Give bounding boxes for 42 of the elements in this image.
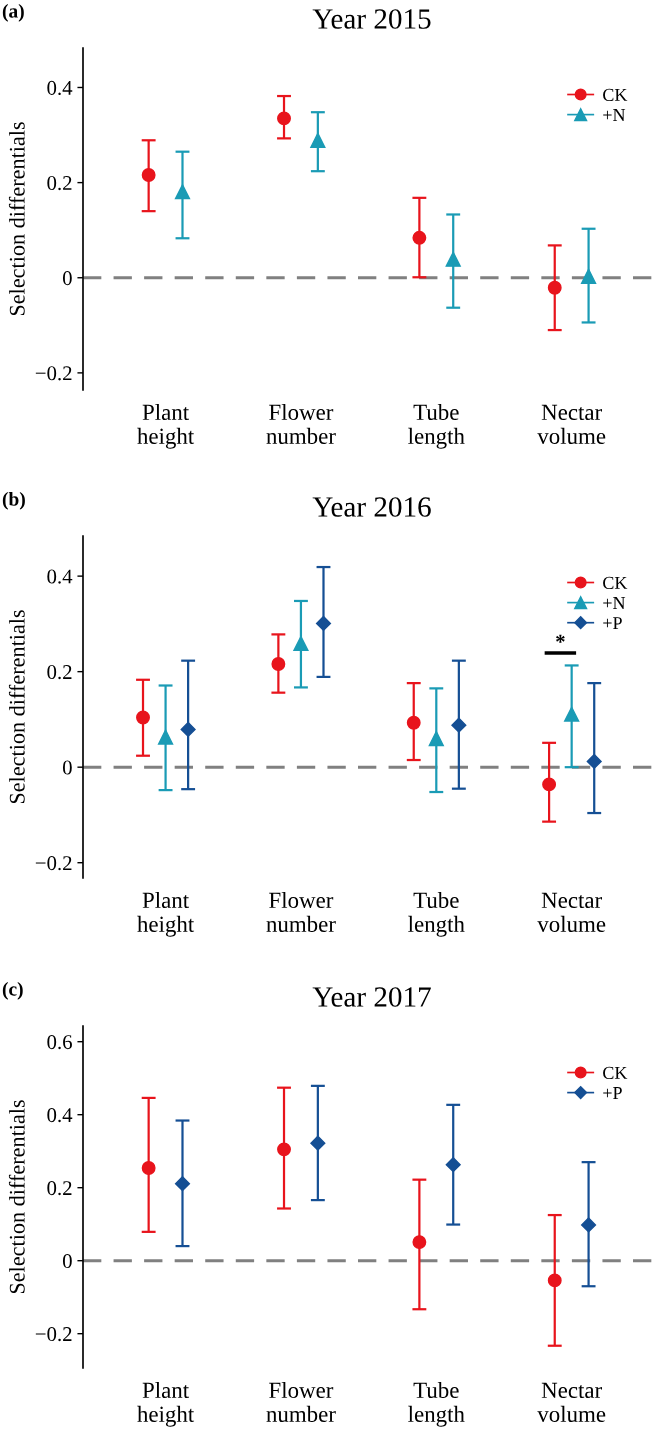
legend-label: CK	[603, 1066, 628, 1080]
chart-title: Year 2016	[312, 497, 431, 517]
legend-label: +P	[603, 1087, 622, 1099]
x-tick-label: Plant height	[137, 1381, 195, 1427]
x-tick-label: Tube length	[408, 891, 465, 937]
y-tick-label: 0.2	[47, 665, 72, 680]
x-tick-label: Flower number	[266, 403, 336, 444]
legend-label: CK	[603, 88, 628, 102]
chart-title: Year 2017	[312, 987, 431, 1007]
y-axis-title: Selection differentials	[8, 122, 25, 316]
y-tick-label: −0.2	[35, 856, 72, 871]
x-tick-label: Tube length	[408, 1381, 465, 1427]
x-tick-label: Nectar volume	[537, 1382, 606, 1422]
x-tick-label: Flower number	[266, 891, 336, 932]
y-tick-label: 0.6	[47, 1035, 72, 1050]
y-tick-label: 0.4	[47, 569, 73, 584]
y-tick-label: 0	[62, 1254, 72, 1269]
x-tick-label: Flower number	[266, 1381, 336, 1422]
legend-label: +N	[603, 109, 626, 121]
y-tick-label: 0	[62, 760, 72, 775]
y-tick-label: 0.4	[47, 80, 73, 95]
y-tick-label: 0.2	[47, 1181, 72, 1196]
chart-title: Year 2015	[312, 9, 431, 29]
x-tick-label: Nectar volume	[537, 404, 606, 444]
x-tick-label: Nectar volume	[537, 892, 606, 932]
legend-label: +P	[603, 617, 622, 630]
y-axis-title: Selection differentials	[8, 610, 25, 804]
y-tick-label: 0.2	[47, 175, 72, 191]
y-axis-title: Selection differentials	[8, 1100, 25, 1294]
text: (c)	[2, 982, 23, 1000]
y-tick-label: 0	[62, 271, 72, 286]
x-tick-label: Plant height	[137, 403, 195, 449]
text: (b)	[2, 492, 25, 510]
legend-label: +N	[603, 597, 626, 609]
legend-label: CK	[603, 576, 628, 590]
y-tick-label: −0.2	[35, 1327, 72, 1342]
x-tick-label: Tube length	[408, 403, 465, 449]
y-tick-label: 0.4	[47, 1108, 73, 1123]
x-tick-label: Plant height	[137, 891, 195, 937]
annotation: *	[556, 634, 565, 643]
text: (a)	[2, 4, 24, 22]
y-tick-label: −0.2	[35, 366, 72, 381]
